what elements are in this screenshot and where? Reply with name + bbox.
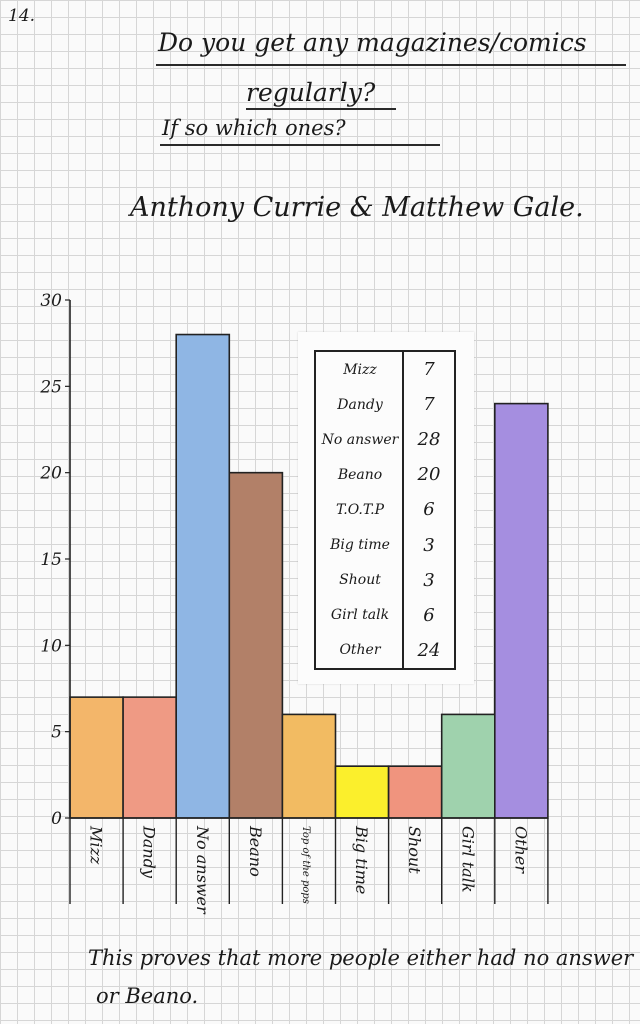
bar-big-time xyxy=(334,765,390,819)
table-name-cell: Shout xyxy=(339,572,381,589)
table-row: Other 24 xyxy=(316,633,454,667)
axes-group: 0 5 10 15 20 25 30 xyxy=(39,291,549,904)
table-row: Beano 20 xyxy=(316,458,454,492)
table-name-cell: Other xyxy=(339,642,381,659)
y-tick-label: 30 xyxy=(40,291,62,311)
bar-mizz xyxy=(69,696,124,819)
x-tick-label: Girl talk xyxy=(458,826,477,893)
conclusion-line-1: This proves that more people either had … xyxy=(88,946,634,970)
conclusion-line-2: or Beano. xyxy=(96,984,199,1008)
question-underline-3 xyxy=(160,144,440,146)
table-name-cell: No answer xyxy=(321,431,399,448)
y-tick-label: 5 xyxy=(51,723,62,743)
table-row: T.O.T.P 6 xyxy=(316,493,454,527)
bar-beano xyxy=(228,471,284,819)
table-row: Mizz 7 xyxy=(316,353,454,387)
y-tick-label: 10 xyxy=(40,636,62,656)
bar-no-answer xyxy=(175,333,231,819)
table-value-cell: 7 xyxy=(423,359,435,381)
table-value-cell: 3 xyxy=(423,534,435,556)
question-underline-1 xyxy=(156,64,626,66)
table-value-cell: 6 xyxy=(423,499,435,521)
table-value-cell: 7 xyxy=(423,394,435,416)
table-name-cell: Beano xyxy=(337,466,383,483)
y-tick-label: 15 xyxy=(40,550,62,570)
y-tick-label: 25 xyxy=(39,377,62,397)
x-tick-label: Shout xyxy=(405,826,424,874)
question-line-3: If so which ones? xyxy=(162,116,346,140)
table-row: No answer 28 xyxy=(316,423,454,457)
table-row: Shout 3 xyxy=(316,563,454,597)
table-row: Big time 3 xyxy=(316,528,454,562)
table-value-cell: 6 xyxy=(423,604,435,626)
bar-chart: Mizz Dandy No answer Beano Top of the pops Bi… xyxy=(39,291,549,915)
authors: Anthony Currie & Matthew Gale. xyxy=(130,192,584,223)
question-line-2: regularly? xyxy=(246,78,376,107)
bar-other xyxy=(493,402,549,819)
x-tick-label: Mizz xyxy=(87,825,106,865)
x-tick-label: Beano xyxy=(246,825,265,877)
table-name-cell: Big time xyxy=(330,537,390,554)
x-tick-label: Big time xyxy=(352,825,371,894)
x-tick-label: Dandy xyxy=(140,825,159,879)
bar-top-of-the-pops xyxy=(281,713,337,819)
y-tick-label: 0 xyxy=(51,809,62,829)
bar-shout xyxy=(387,765,443,819)
page-number: 14. xyxy=(8,6,36,26)
data-table: Mizz 7 Dandy 7 No answer 28 Beano 20 T.O.T.P… xyxy=(314,350,456,670)
table-row: Girl talk 6 xyxy=(316,598,454,632)
question-line-1: Do you get any magazines/comics xyxy=(158,28,587,57)
x-tick-label: Other xyxy=(511,826,530,874)
x-tick-label: Top of the pops xyxy=(300,826,311,904)
table-name-cell: Mizz xyxy=(343,361,377,378)
table-value-cell: 24 xyxy=(417,639,441,661)
data-table-card: Mizz 7 Dandy 7 No answer 28 Beano 20 T.O.T.P… xyxy=(298,332,474,684)
category-labels-group: Mizz Dandy No answer Beano Top of the pops Bi… xyxy=(87,825,531,915)
table-name-cell: Girl talk xyxy=(330,607,390,624)
table-value-cell: 3 xyxy=(423,569,435,591)
table-value-cell: 20 xyxy=(417,464,441,486)
table-value-cell: 28 xyxy=(417,429,441,451)
x-tick-label: No answer xyxy=(193,825,212,915)
question-underline-2 xyxy=(246,108,396,110)
table-name-cell: T.O.T.P xyxy=(336,501,384,518)
table-row: Dandy 7 xyxy=(316,388,454,422)
y-tick-label: 20 xyxy=(39,464,62,484)
bar-girl-talk xyxy=(440,713,496,819)
table-name-cell: Dandy xyxy=(337,396,383,413)
bar-dandy xyxy=(122,696,177,819)
